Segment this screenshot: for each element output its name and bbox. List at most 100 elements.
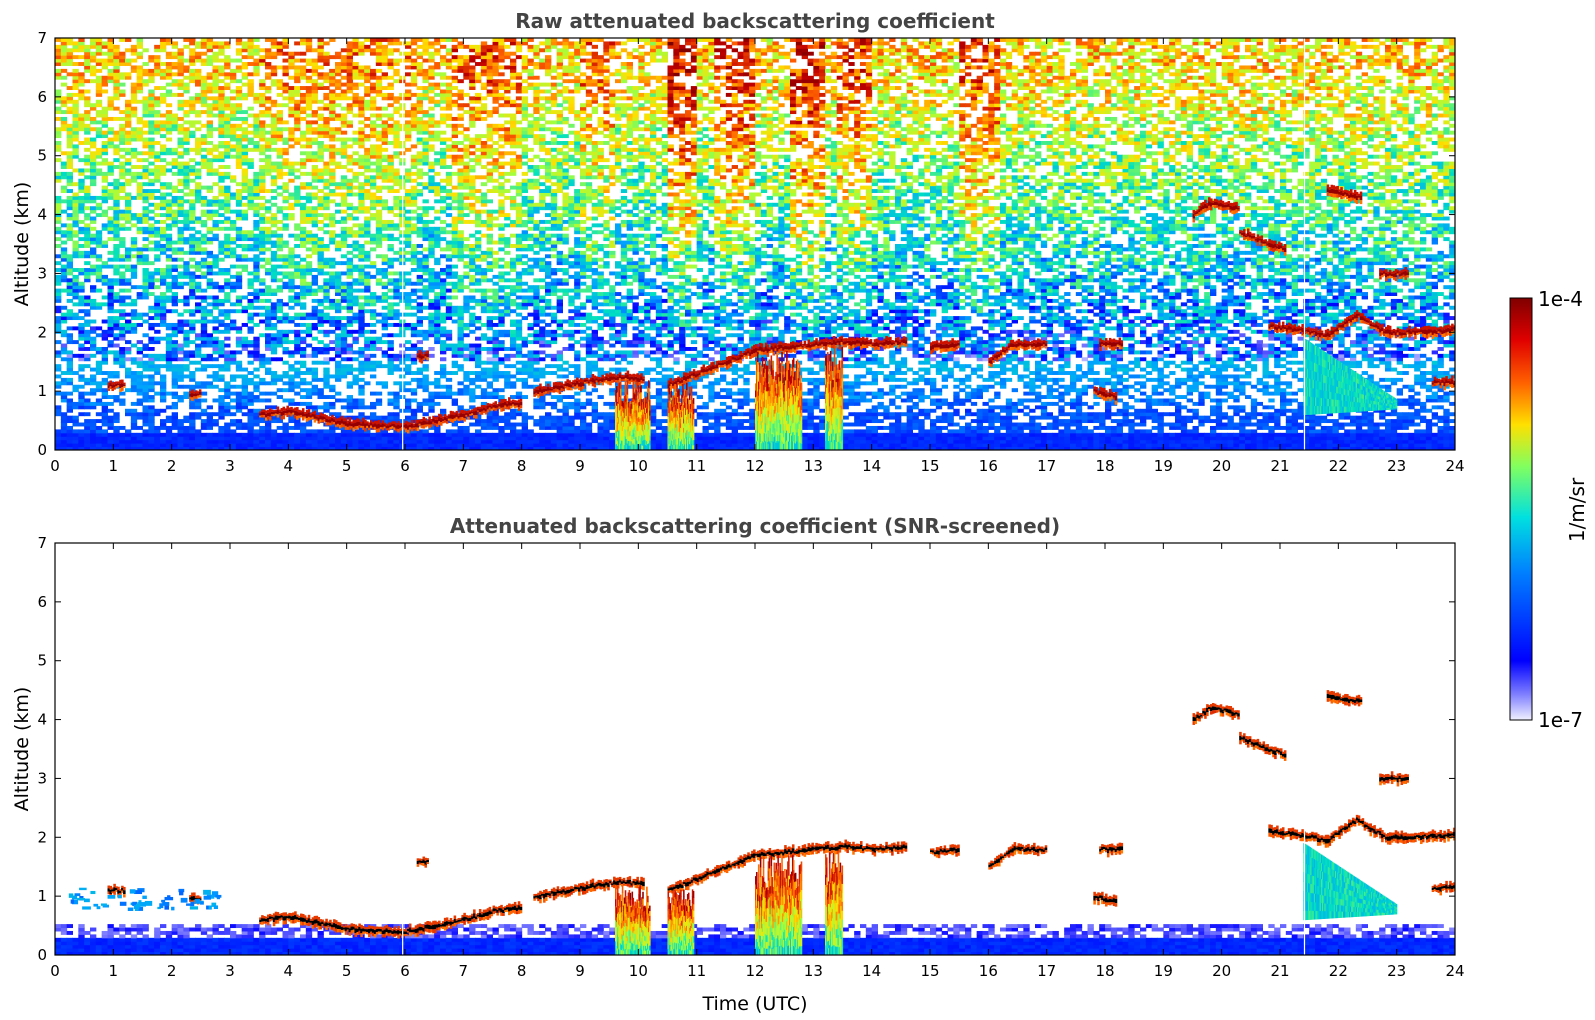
heatmap-cell: [224, 106, 231, 111]
heatmap-cell: [305, 182, 313, 187]
heatmap-cell: [270, 68, 278, 73]
heatmap-cell: [346, 316, 353, 321]
heatmap-cell: [177, 357, 184, 362]
heatmap-cell: [323, 75, 330, 80]
heatmap-cell: [183, 226, 190, 231]
heatmap-cell: [346, 250, 353, 255]
heatmap-cell: [370, 82, 377, 87]
heatmap-cell: [405, 388, 412, 393]
heatmap-cell: [340, 230, 348, 235]
heatmap-cell: [253, 219, 260, 224]
heatmap-cell: [130, 425, 138, 430]
heatmap-cell: [230, 309, 237, 314]
heatmap-cell: [346, 192, 353, 197]
heatmap-cell: [340, 216, 348, 221]
heatmap-cell: [72, 288, 79, 293]
heatmap-cell: [142, 343, 149, 348]
heatmap-cell: [78, 432, 85, 437]
heatmap-cell: [55, 278, 62, 283]
heatmap-cell: [125, 158, 132, 163]
heatmap-cell: [60, 343, 68, 348]
heatmap-cell: [55, 374, 62, 379]
heatmap-cell: [428, 322, 435, 327]
heatmap-cell: [294, 329, 301, 334]
heatmap-cell: [393, 72, 400, 77]
heatmap-cell: [72, 134, 79, 139]
heatmap-cell: [370, 353, 377, 358]
heatmap-cell: [183, 185, 190, 190]
heatmap-cell: [136, 388, 143, 393]
heatmap-cell: [422, 429, 429, 434]
heatmap-cell: [160, 353, 167, 358]
heatmap-cell: [294, 75, 301, 80]
heatmap-cell: [428, 44, 435, 49]
heatmap-cell: [434, 298, 441, 303]
heatmap-cell: [95, 86, 103, 90]
heatmap-cell: [405, 82, 412, 87]
heatmap-cell: [323, 271, 330, 276]
heatmap-cell: [125, 72, 132, 77]
heatmap-cell: [352, 336, 359, 341]
heatmap-cell: [160, 268, 167, 272]
heatmap-cell: [195, 432, 202, 437]
heatmap-cell: [434, 226, 441, 231]
heatmap-cell: [195, 268, 202, 272]
heatmap-cell: [136, 436, 143, 441]
heatmap-cell: [113, 195, 120, 200]
heatmap-cell: [259, 113, 266, 118]
heatmap-cell: [235, 302, 243, 307]
heatmap-cell: [352, 340, 359, 345]
heatmap-cell: [422, 226, 429, 231]
heatmap-cell: [90, 432, 97, 437]
heatmap-cell: [125, 408, 132, 413]
heatmap-cell: [212, 398, 219, 403]
heatmap-cell: [55, 412, 62, 417]
heatmap-cell: [300, 106, 307, 111]
heatmap-cell: [317, 340, 324, 345]
heatmap-cell: [282, 44, 289, 49]
heatmap-cell: [329, 223, 336, 228]
heatmap-cell: [189, 244, 196, 248]
heatmap-cell: [66, 432, 73, 437]
heatmap-cell: [428, 147, 435, 152]
heatmap-cell: [416, 288, 423, 293]
heatmap-cell: [90, 154, 97, 159]
heatmap-cell: [154, 322, 161, 327]
heatmap-cell: [60, 278, 68, 283]
heatmap-cell: [300, 237, 307, 242]
heatmap-cell: [78, 384, 85, 389]
heatmap-cell: [247, 244, 254, 248]
heatmap-cell: [113, 429, 120, 434]
heatmap-cell: [154, 364, 161, 369]
heatmap-cell: [183, 165, 190, 169]
heatmap-cell: [200, 209, 208, 214]
heatmap-cell: [154, 130, 161, 135]
heatmap-cell: [387, 312, 394, 317]
heatmap-cell: [206, 364, 213, 369]
heatmap-cell: [247, 343, 254, 348]
heatmap-cell: [311, 350, 318, 355]
heatmap-cell: [323, 360, 330, 365]
heatmap-cell: [78, 195, 85, 200]
heatmap-cell: [142, 353, 149, 358]
heatmap-cell: [288, 113, 295, 118]
heatmap-cell: [136, 432, 143, 437]
heatmap-cell: [329, 151, 336, 156]
heatmap-cell: [265, 425, 272, 430]
heatmap-cell: [288, 213, 295, 218]
heatmap-cell: [224, 216, 231, 221]
heatmap-cell: [270, 405, 278, 410]
heatmap-cell: [329, 237, 336, 242]
heatmap-cell: [206, 106, 213, 111]
heatmap-cell: [358, 326, 365, 331]
heatmap-cell: [154, 120, 161, 125]
heatmap-cell: [235, 398, 243, 403]
heatmap-cell: [84, 48, 91, 53]
heatmap-cell: [340, 340, 348, 345]
heatmap-cell: [136, 322, 143, 327]
heatmap-cell: [265, 333, 272, 338]
heatmap-cell: [113, 326, 120, 331]
heatmap-cell: [434, 51, 441, 56]
heatmap-cell: [422, 86, 429, 90]
heatmap-cell: [288, 144, 295, 149]
